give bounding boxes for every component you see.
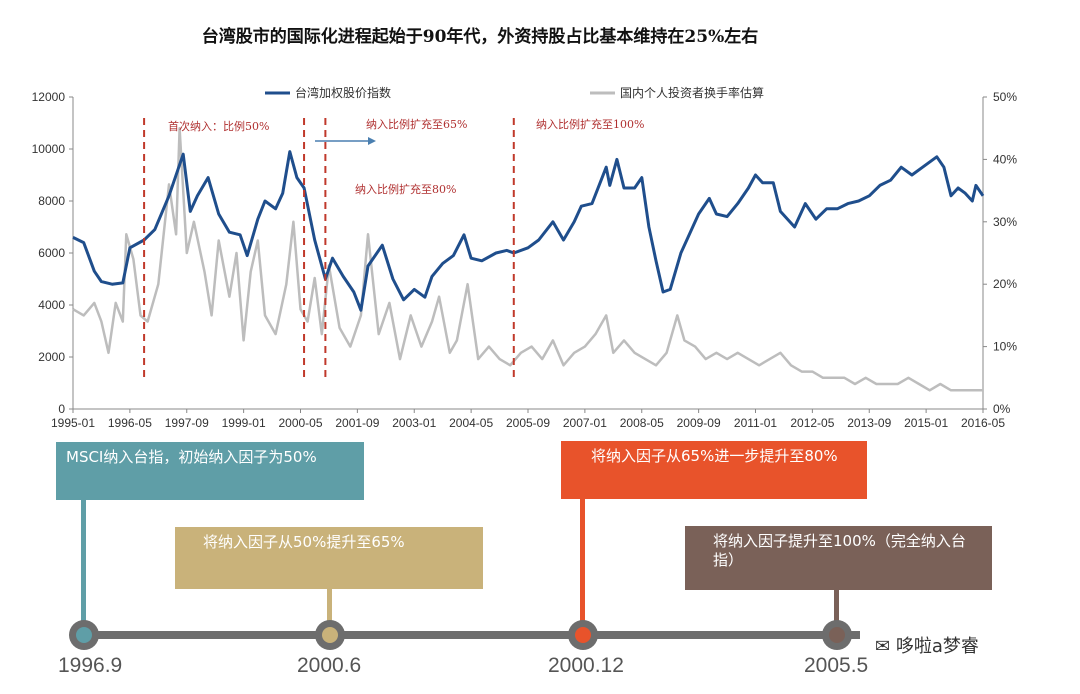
annotation-2: 纳入比例扩充至65% (366, 117, 467, 131)
y-right-tick-label: 30% (993, 215, 1017, 229)
timeline-box-2: 将纳入因子从50%提升至65% (175, 527, 483, 589)
annotation-1: 首次纳入：比例50% (168, 119, 269, 133)
timeline-stem-1 (81, 500, 86, 622)
annotation-4: 纳入比例扩充至100% (536, 117, 644, 131)
x-tick-label: 2009-09 (677, 416, 721, 430)
x-tick-label: 2000-05 (278, 416, 322, 430)
y-left-tick-label: 4000 (38, 298, 65, 312)
series-line-2 (72, 126, 983, 392)
timeline-date-1: 1996.9 (58, 654, 123, 677)
timeline-stem-4 (834, 590, 839, 622)
watermark-text: 哆啦a梦睿 (895, 636, 979, 657)
y-left-tick-label: 12000 (32, 90, 66, 104)
y-right-tick-label: 50% (993, 90, 1017, 104)
timeline-box-3: 将纳入因子从65%进一步提升至80% (561, 441, 867, 499)
timeline-box-4: 将纳入因子提升至100%（完全纳入台指） (685, 526, 992, 590)
x-tick-label: 2001-09 (335, 416, 379, 430)
y-left-tick-label: 2000 (38, 350, 65, 364)
chart: 0 2000 4000 6000 8000 10000 12000 0% 10% 20% 30% 40… (32, 85, 1018, 430)
x-tick-label: 2012-05 (790, 416, 834, 430)
x-tick-label: 1995-01 (51, 416, 95, 430)
watermark: ✉ 哆啦a梦睿 (875, 632, 979, 658)
timeline-stem-3 (580, 499, 585, 622)
timeline-node-3 (568, 620, 598, 650)
timeline-node-4 (822, 620, 852, 650)
x-tick-label: 2015-01 (904, 416, 948, 430)
annotation-3: 纳入比例扩充至80% (355, 182, 456, 196)
timeline-box-1: MSCI纳入台指，初始纳入因子为50% (56, 442, 364, 500)
y-left-tick-label: 0 (58, 402, 65, 416)
x-tick-label: 2016-05 (961, 416, 1005, 430)
y-right-tick-label: 40% (993, 152, 1017, 166)
timeline-node-1 (69, 620, 99, 650)
y-right-tick-label: 10% (993, 340, 1017, 354)
series-line-1 (72, 150, 985, 312)
x-tick-label: 2003-01 (392, 416, 436, 430)
timeline-date-2: 2000.6 (297, 654, 362, 677)
x-tick-label: 2013-09 (847, 416, 891, 430)
y-left-tick-label: 8000 (38, 194, 65, 208)
timeline-stem-2 (327, 589, 332, 622)
legend-label-1: 台湾加权股价指数 (295, 85, 391, 100)
x-tick-label: 1996-05 (108, 416, 152, 430)
timeline-date-4: 2005.5 (804, 654, 869, 677)
legend-label-2: 国内个人投资者换手率估算 (620, 85, 764, 100)
y-left-tick-label: 10000 (32, 142, 66, 156)
y-left-tick-label: 6000 (38, 246, 65, 260)
x-tick-label: 2008-05 (620, 416, 664, 430)
x-tick-label: 2007-01 (563, 416, 607, 430)
timeline-date-3: 2000.12 (548, 654, 624, 677)
timeline-axis (70, 631, 860, 639)
timeline-node-2 (315, 620, 345, 650)
wechat-icon: ✉ (875, 636, 891, 657)
chart-title: 台湾股市的国际化进程起始于90年代，外资持股占比基本维持在25%左右 (201, 27, 759, 47)
y-right-tick-label: 0% (993, 402, 1011, 416)
x-tick-label: 1997-09 (165, 416, 209, 430)
annotation-arrow-head (368, 137, 376, 145)
y-right-tick-label: 20% (993, 277, 1017, 291)
x-tick-label: 2004-05 (449, 416, 493, 430)
x-tick-label: 2005-09 (506, 416, 550, 430)
x-tick-label: 2011-01 (734, 416, 777, 430)
x-tick-label: 1999-01 (222, 416, 266, 430)
